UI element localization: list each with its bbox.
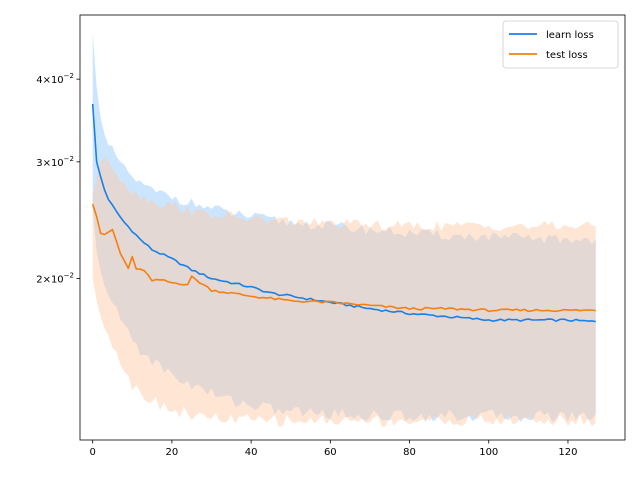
line-learn-loss (91, 103, 596, 323)
legend-box (502, 20, 619, 69)
x-tick-label: 120 (558, 447, 577, 458)
x-tick-label: 80 (403, 447, 416, 458)
y-tick-label: 4×10−2 (36, 72, 74, 86)
y-tick-label: 3×10−2 (36, 155, 74, 169)
x-tick-label: 40 (245, 447, 258, 458)
legend: learn loss test loss (502, 20, 619, 69)
legend-label: test loss (546, 50, 588, 61)
line-test-loss (91, 203, 596, 313)
y-axis: 2×10−2 3×10−2 4×10−2 (36, 72, 80, 285)
x-tick-label: 0 (89, 447, 95, 458)
legend-label: learn loss (546, 30, 594, 41)
x-tick-label: 100 (479, 447, 498, 458)
x-axis: 0 20 40 60 80 100 120 (89, 440, 578, 458)
band-learn-loss (92, 32, 596, 423)
x-tick-label: 20 (166, 447, 179, 458)
x-tick-label: 60 (324, 447, 337, 458)
plot-area (91, 32, 596, 427)
y-tick-label: 2×10−2 (36, 271, 74, 285)
axes-frame (79, 14, 626, 441)
band-test-loss (92, 157, 596, 427)
